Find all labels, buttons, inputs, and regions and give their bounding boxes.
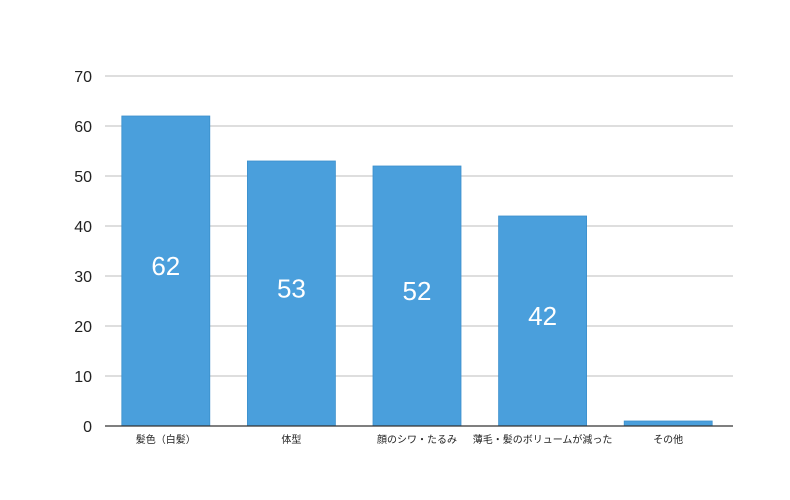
y-tick-label: 0 bbox=[83, 419, 92, 436]
bar bbox=[372, 165, 462, 427]
x-axis-category-labels: 髪色（白髪） 体型 顔のシワ・たるみ 薄毛・髪のボリュームが減った その他 bbox=[136, 433, 683, 446]
y-axis-tick-labels: 0 10 20 30 40 50 60 70 bbox=[74, 69, 92, 436]
bar-value-label: 62 bbox=[151, 251, 180, 281]
y-tick-label: 10 bbox=[74, 369, 92, 386]
bar-value-labels: 62 53 52 42 bbox=[151, 251, 557, 331]
bar bbox=[246, 160, 336, 427]
y-tick-label: 60 bbox=[74, 119, 92, 136]
bars bbox=[121, 115, 713, 427]
y-tick-label: 20 bbox=[74, 319, 92, 336]
y-tick-label: 50 bbox=[74, 169, 92, 186]
x-category-label: 薄毛・髪のボリュームが減った bbox=[473, 433, 613, 446]
bar bbox=[623, 420, 713, 427]
bar-value-label: 53 bbox=[277, 274, 306, 304]
y-tick-label: 40 bbox=[74, 219, 92, 236]
x-category-label: 顔のシワ・たるみ bbox=[377, 433, 457, 446]
x-category-label: その他 bbox=[653, 433, 683, 446]
y-tick-label: 30 bbox=[74, 269, 92, 286]
bar bbox=[498, 215, 588, 427]
bar-value-label: 42 bbox=[528, 301, 557, 331]
bar-value-label: 52 bbox=[403, 276, 432, 306]
x-category-label: 髪色（白髪） bbox=[136, 433, 196, 446]
x-category-label: 体型 bbox=[281, 433, 301, 446]
y-tick-label: 70 bbox=[74, 69, 92, 86]
